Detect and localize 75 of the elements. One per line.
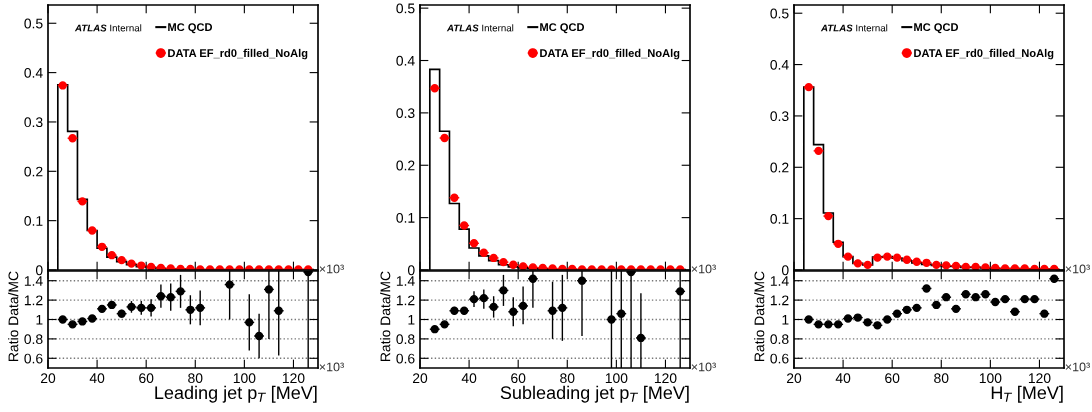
x-tick-label: 100 — [605, 373, 628, 384]
annotation: Internal — [110, 24, 142, 32]
y-tick-label: 1 — [408, 314, 415, 325]
x-tick-label: 40 — [835, 373, 851, 384]
annotation: Internal — [482, 24, 514, 32]
y-tick-label: 0.1 — [770, 213, 789, 224]
x-tick-label: 120 — [1028, 373, 1051, 384]
y-tick-label: 0.4 — [24, 67, 43, 78]
annotation: ATLAS — [820, 24, 853, 32]
x-tick-label: 100 — [233, 373, 256, 384]
x-axis-title: H$_{T}$ [MeV] — [991, 385, 1063, 403]
legend-label: DATA EF_rd0_filled_NoAlg — [168, 48, 308, 60]
y-tick-label: 1.4 — [770, 276, 789, 286]
x-tick-label: 80 — [560, 373, 575, 384]
y-tick-label: 0.6 — [770, 353, 789, 364]
legend-label: DATA EF_rd0_filled_NoAlg — [914, 48, 1054, 60]
text: ×10³ — [319, 362, 344, 372]
y-tick-label: 1.4 — [396, 276, 415, 286]
x-tick-label: 60 — [885, 373, 900, 384]
text: ×10³ — [1065, 362, 1090, 372]
x-tick-label: 20 — [412, 373, 428, 384]
annotation: Internal — [856, 24, 888, 32]
x-tick-label: 120 — [654, 373, 677, 384]
y-tick-label: 0.1 — [24, 215, 43, 226]
text: ×10³ — [691, 362, 716, 372]
y-tick-label: 0 — [781, 265, 789, 276]
y-tick-label: 0.6 — [396, 353, 415, 364]
y-tick-label: 1.4 — [24, 276, 43, 286]
y-tick-label: 0.2 — [24, 166, 43, 177]
y-tick-label: 0.5 — [24, 18, 43, 29]
y-tick-label: 0.3 — [24, 117, 43, 128]
legend-label: MC QCD — [914, 23, 959, 34]
x-tick-label: 100 — [979, 373, 1002, 384]
legend-label: MC QCD — [540, 23, 585, 34]
y-tick-label: 0.2 — [770, 162, 789, 173]
y-tick-label: 1.2 — [396, 295, 415, 306]
y-tick-label: 0.3 — [770, 111, 789, 122]
x-tick-label: 80 — [188, 373, 203, 384]
y-tick-label: 0.5 — [396, 3, 415, 14]
legend-label: MC QCD — [168, 23, 213, 34]
x-axis-title: Subleading jet p$_{T}$ [MeV] — [500, 385, 689, 403]
y-axis-title: Ratio Data/MC — [754, 271, 765, 361]
y-tick-label: 0.8 — [396, 334, 415, 345]
y-tick-label: 0.4 — [396, 55, 415, 66]
y-tick-label: 0.1 — [396, 212, 415, 223]
y-tick-label: 0 — [35, 265, 43, 276]
x-tick-label: 20 — [40, 373, 56, 384]
x-tick-label: 120 — [282, 373, 305, 384]
x-tick-label: 20 — [786, 373, 802, 384]
y-tick-label: 1.2 — [24, 295, 43, 306]
y-tick-label: 1 — [36, 314, 43, 325]
x-tick-label: 40 — [89, 373, 105, 384]
y-tick-label: 0 — [407, 265, 415, 276]
x-tick-label: 40 — [461, 373, 477, 384]
x-tick-label: 80 — [934, 373, 949, 384]
y-tick-label: 0.8 — [24, 334, 43, 345]
legend-label: DATA EF_rd0_filled_NoAlg — [540, 48, 680, 60]
y-axis-title: Ratio Data/MC — [380, 271, 391, 361]
y-tick-label: 0.5 — [770, 8, 789, 19]
x-tick-label: 60 — [139, 373, 154, 384]
y-tick-label: 1 — [782, 314, 789, 325]
y-tick-label: 0.2 — [396, 160, 415, 171]
y-tick-label: 0.4 — [770, 59, 789, 70]
y-tick-label: 1.2 — [770, 295, 789, 306]
y-tick-label: 0.8 — [770, 334, 789, 345]
text: ×10³ — [319, 264, 344, 274]
x-tick-label: 60 — [511, 373, 526, 384]
annotation: ATLAS — [74, 24, 107, 32]
text: ×10³ — [691, 264, 716, 274]
y-axis-title: Ratio Data/MC — [8, 271, 19, 361]
text: ×10³ — [1065, 264, 1090, 274]
y-tick-label: 0.6 — [24, 353, 43, 364]
x-axis-title: Leading jet p$_{T}$ [MeV] — [155, 385, 317, 403]
annotation: ATLAS — [446, 24, 479, 32]
y-tick-label: 0.3 — [396, 108, 415, 119]
